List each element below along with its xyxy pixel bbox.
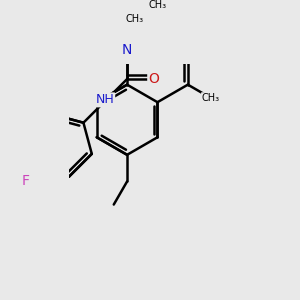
Text: CH₃: CH₃ (202, 93, 220, 103)
Text: O: O (148, 72, 159, 86)
Text: CH₃: CH₃ (148, 0, 166, 11)
Text: F: F (21, 174, 29, 188)
Text: NH: NH (95, 93, 114, 106)
Text: N: N (122, 43, 132, 57)
Text: CH₃: CH₃ (125, 14, 143, 24)
